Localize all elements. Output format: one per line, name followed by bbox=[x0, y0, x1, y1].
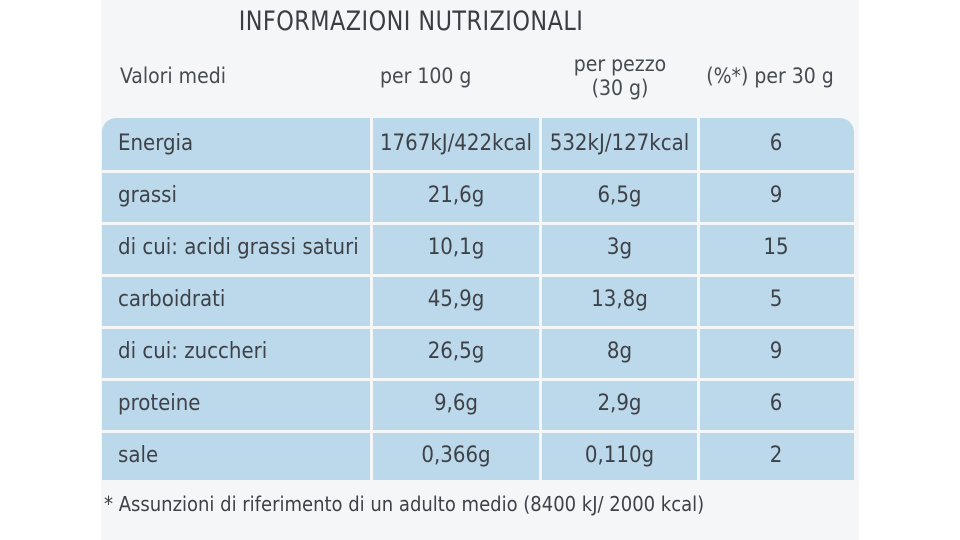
nutrient-name: Energia bbox=[118, 131, 194, 156]
header-valori-medi: Valori medi bbox=[120, 64, 226, 88]
value-per-piece: 2,9g bbox=[597, 391, 642, 416]
header-per-pezzo-line2: (30 g) bbox=[591, 76, 649, 100]
value-percent: 2 bbox=[769, 443, 783, 468]
nutrient-name: sale bbox=[118, 443, 159, 468]
value-per-piece: 8g bbox=[606, 339, 633, 364]
value-percent: 5 bbox=[769, 287, 783, 312]
table-row: proteine 9,6g 2,9g 6 bbox=[102, 378, 854, 430]
value-per-piece: 6,5g bbox=[597, 183, 642, 208]
header-percent-per-30g: (%*) per 30 g bbox=[706, 64, 834, 88]
table-row: grassi 21,6g 6,5g 9 bbox=[102, 170, 854, 222]
column-divider bbox=[370, 118, 373, 480]
value-per-100g: 21,6g bbox=[427, 183, 485, 208]
nutrient-name: grassi bbox=[118, 183, 177, 208]
value-percent: 6 bbox=[769, 391, 783, 416]
value-per-100g: 0,366g bbox=[421, 443, 491, 468]
nutrient-name: carboidrati bbox=[118, 287, 226, 312]
value-per-100g: 26,5g bbox=[427, 339, 485, 364]
table-row: carboidrati 45,9g 13,8g 5 bbox=[102, 274, 854, 326]
nutrient-name: di cui: zuccheri bbox=[118, 339, 268, 364]
value-per-100g: 9,6g bbox=[433, 391, 479, 416]
table-row: sale 0,366g 0,110g 2 bbox=[102, 430, 854, 480]
header-per-pezzo: per pezzo (30 g) bbox=[545, 52, 695, 100]
value-percent: 9 bbox=[769, 339, 783, 364]
column-divider bbox=[697, 118, 700, 480]
header-per-pezzo-line1: per pezzo bbox=[573, 52, 667, 76]
value-per-piece: 0,110g bbox=[584, 443, 655, 468]
value-per-100g: 45,9g bbox=[427, 287, 485, 312]
value-percent: 6 bbox=[769, 131, 783, 156]
table-row: di cui: acidi grassi saturi 10,1g 3g 15 bbox=[102, 222, 854, 274]
table-row: di cui: zuccheri 26,5g 8g 9 bbox=[102, 326, 854, 378]
header-per-100g: per 100 g bbox=[380, 64, 472, 88]
nutrient-name: di cui: acidi grassi saturi bbox=[118, 235, 359, 260]
footnote: * Assunzioni di riferimento di un adulto… bbox=[104, 492, 705, 516]
value-percent: 9 bbox=[769, 183, 783, 208]
value-per-100g: 1767kJ/422kcal bbox=[379, 131, 533, 156]
nutrition-table: Energia 1767kJ/422kcal 532kJ/127kcal 6 g… bbox=[102, 118, 854, 480]
value-per-100g: 10,1g bbox=[427, 235, 485, 260]
label-title: INFORMAZIONI NUTRIZIONALI bbox=[238, 6, 584, 37]
column-divider bbox=[539, 118, 542, 480]
value-per-piece: 3g bbox=[606, 235, 633, 260]
value-per-piece: 13,8g bbox=[591, 287, 648, 312]
nutrient-name: proteine bbox=[118, 391, 201, 416]
table-row: Energia 1767kJ/422kcal 532kJ/127kcal 6 bbox=[102, 118, 854, 170]
value-per-piece: 532kJ/127kcal bbox=[549, 131, 690, 156]
value-percent: 15 bbox=[763, 235, 789, 260]
